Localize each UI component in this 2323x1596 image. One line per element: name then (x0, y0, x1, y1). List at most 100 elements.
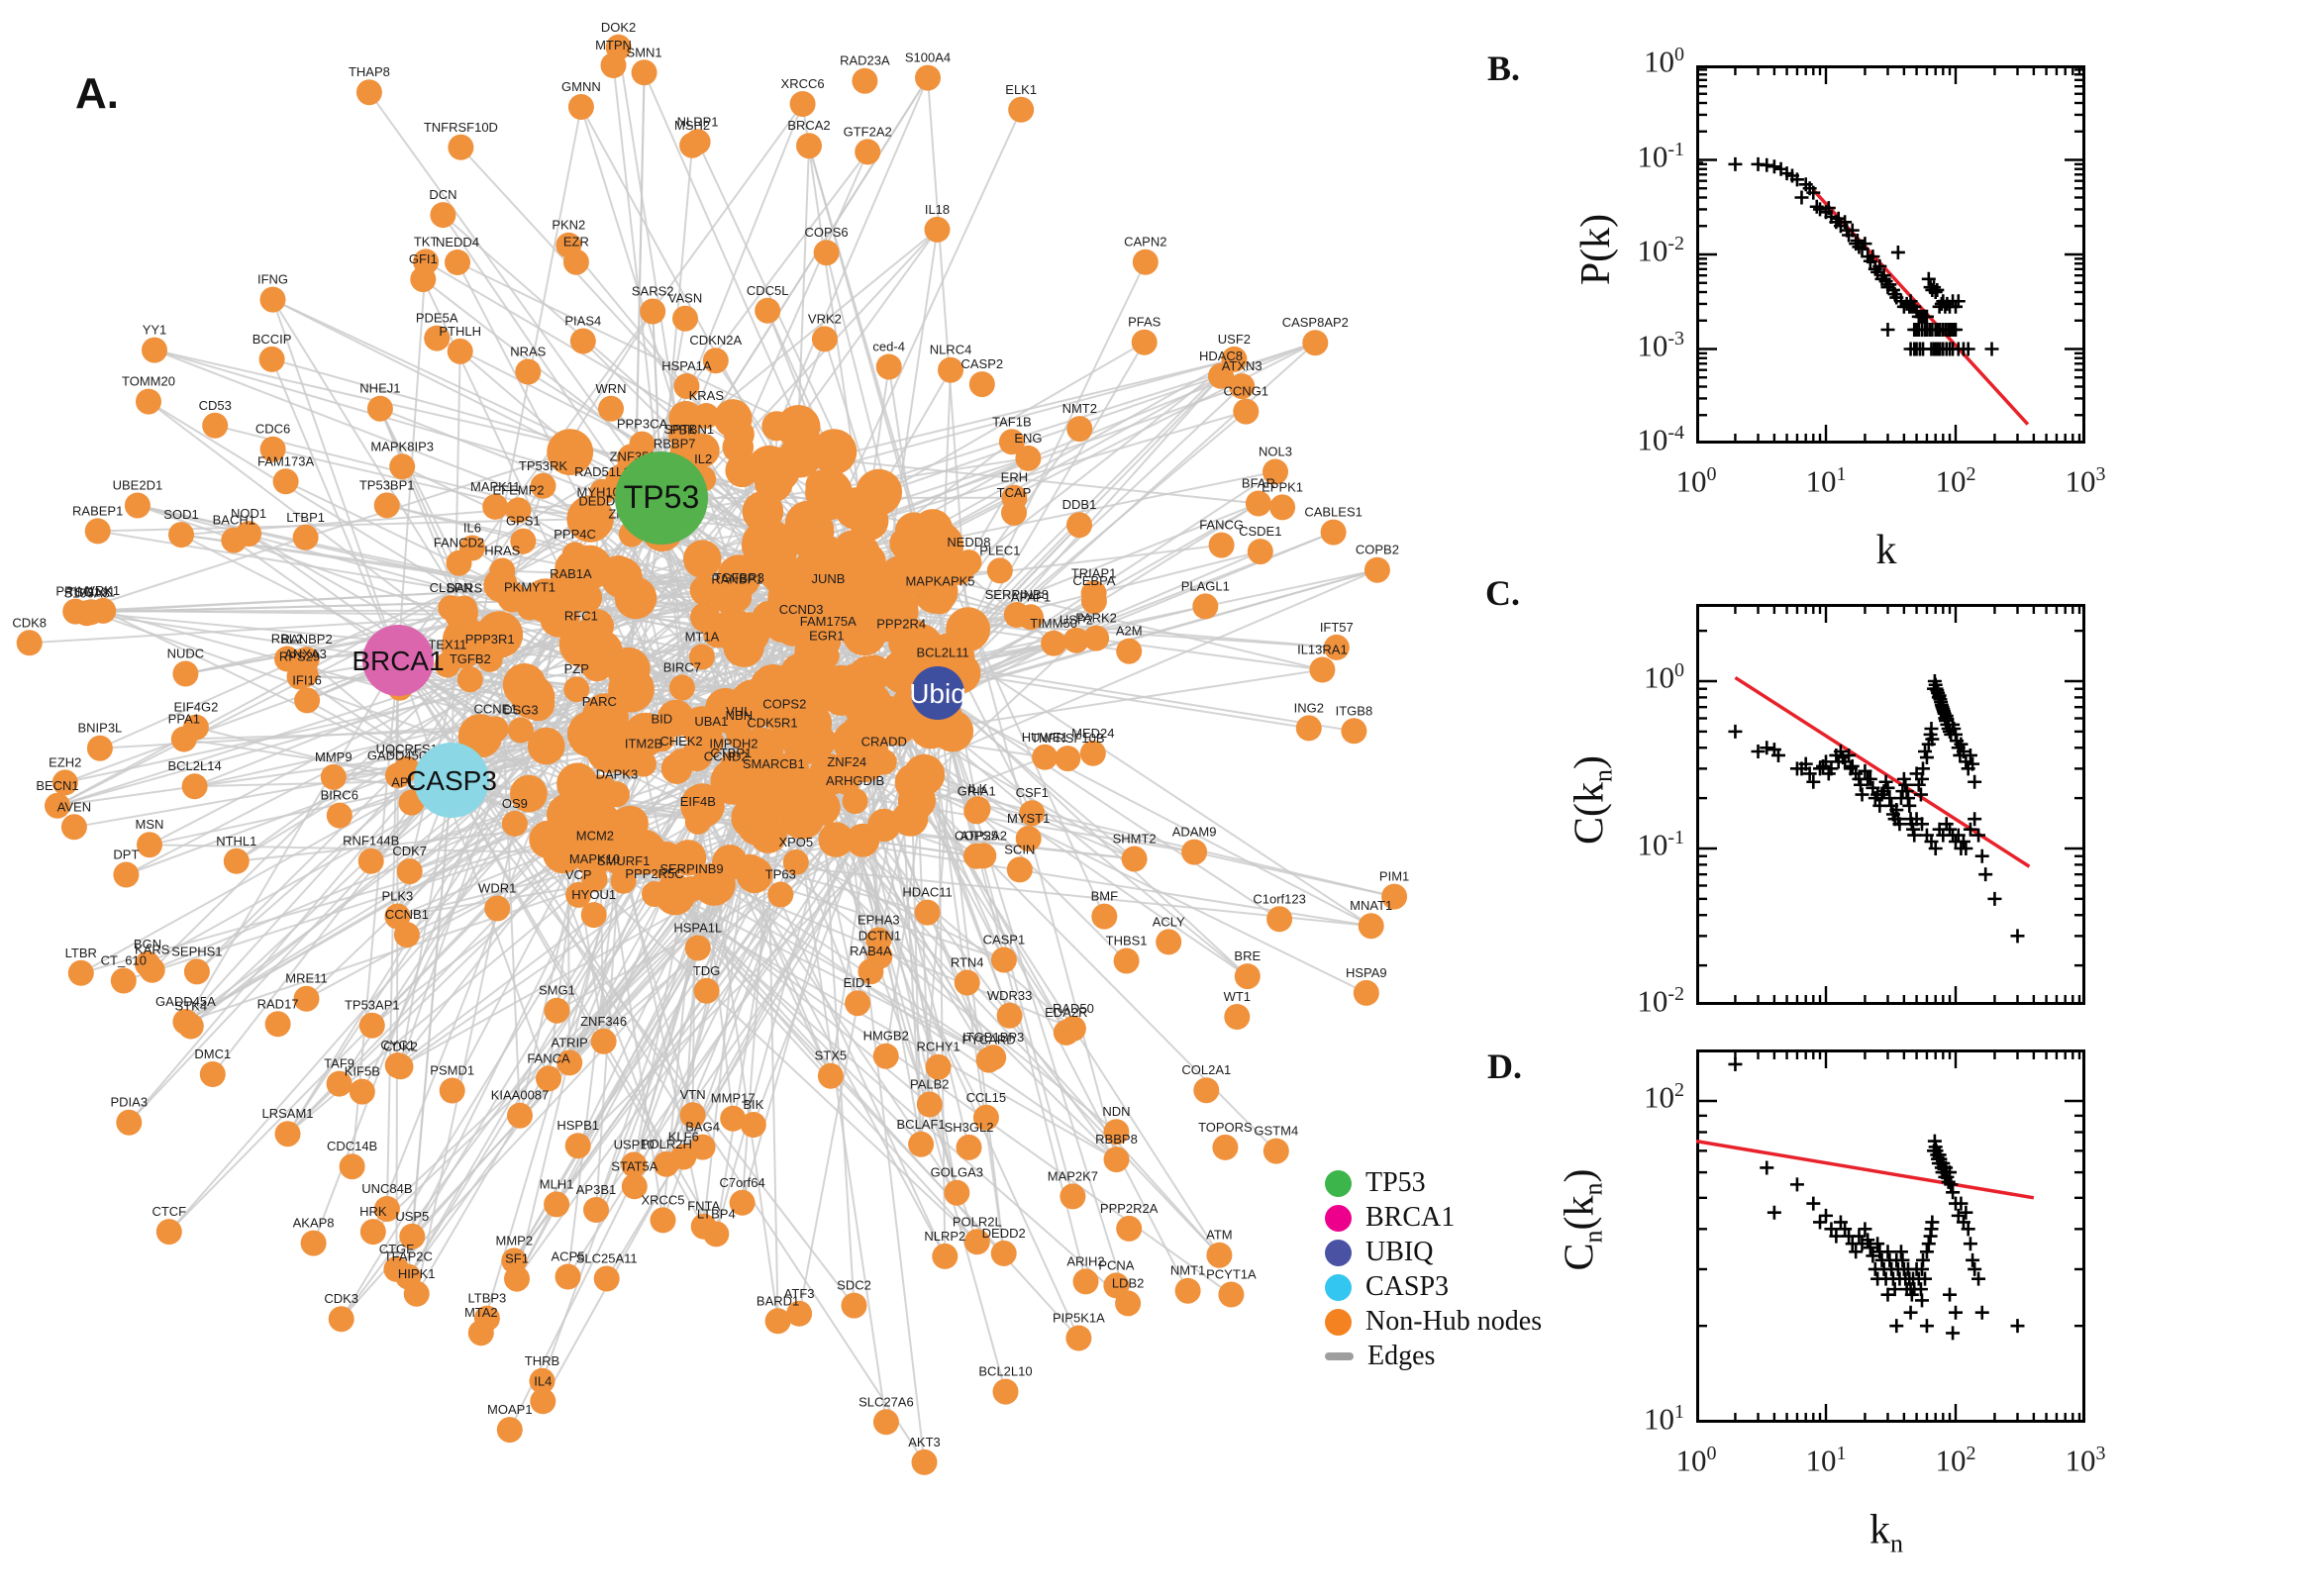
network-node-label: ELK1 (1005, 82, 1037, 97)
network-edge (399, 580, 567, 1067)
network-node-label: BCCIP (252, 332, 292, 347)
network-node-label: PCNA (1098, 1257, 1134, 1272)
network-node-label: NRAS (510, 345, 546, 359)
network-node (889, 527, 922, 559)
network-node (555, 1263, 581, 1290)
data-point (1918, 1271, 1933, 1286)
network-node (590, 1028, 617, 1054)
data-point (1946, 1185, 1961, 1200)
network-node (274, 1121, 301, 1147)
network-node-label: MRE11 (285, 971, 327, 986)
data-point (1760, 1160, 1774, 1175)
network-node-label: SLC27A6 (858, 1394, 914, 1409)
data-point (1880, 780, 1895, 795)
network-node-label: MMP2 (496, 1233, 534, 1247)
network-node-label: NDN (1102, 1104, 1130, 1119)
panel-d-label: D. (1487, 1047, 1522, 1086)
network-node-label: TNFRSF10B (1031, 731, 1104, 746)
node-swatch-icon (1325, 1273, 1352, 1301)
network-node (1208, 532, 1235, 558)
network-node-label: CDK8 (12, 615, 47, 630)
network-node-label: RAD23A (840, 53, 890, 68)
network-node-label: CASP2 (960, 356, 1003, 371)
d-y-axis-title-sub1: n (1578, 1230, 1608, 1244)
network-edge (547, 839, 978, 1244)
network-node-label: PKN2 (552, 218, 585, 233)
network-node (872, 1409, 899, 1436)
network-node (339, 1153, 365, 1180)
network-node-label: STX5 (815, 1048, 848, 1063)
network-node (439, 1077, 465, 1104)
data-point (1728, 156, 1743, 171)
x-tick-label: 100 (1675, 1443, 1717, 1478)
data-point (1789, 1177, 1804, 1192)
network-node (456, 666, 483, 693)
network-node (556, 232, 582, 258)
network-node (544, 997, 570, 1024)
network-node-label: VTN (680, 1087, 706, 1102)
network-node-label: HDAC11 (902, 885, 952, 900)
network-node (294, 687, 321, 714)
y-tick-label: 102 (1644, 1079, 1684, 1115)
network-node-label: IL2 (694, 451, 712, 466)
network-node-label: LRSAM1 (261, 1106, 313, 1121)
network-node (915, 64, 941, 91)
network-node (1019, 800, 1046, 827)
network-edge (935, 358, 1236, 592)
network-node (349, 1078, 375, 1105)
network-node-label: SF1 (505, 1251, 529, 1266)
network-node-label: CDC6 (255, 422, 290, 437)
data-point (1971, 828, 1986, 843)
network-node (135, 950, 160, 977)
data-point (1806, 185, 1821, 200)
d-x-axis-title: kn (1869, 1506, 1903, 1558)
network-node-label: ATXN3 (1222, 358, 1262, 373)
network-node-label: LTBP3 (468, 1291, 507, 1306)
network-node (1353, 979, 1379, 1006)
network-node (720, 750, 747, 777)
data-point (1913, 787, 1928, 802)
network-node (731, 797, 772, 839)
network-node (510, 528, 537, 554)
network-edge (579, 106, 692, 459)
network-node-label: CCNB1 (385, 907, 429, 922)
network-node (1116, 1215, 1143, 1242)
network-node-label: PPP2R2A (1100, 1201, 1159, 1216)
network-node (684, 808, 711, 835)
network-node (771, 711, 798, 738)
network-edge (737, 150, 869, 449)
network-node (589, 478, 616, 505)
network-node-label: PARK2 (1075, 611, 1117, 626)
y-tick-label: 10-2 (1637, 983, 1684, 1019)
network-node-label: LTBP4 (697, 1206, 736, 1221)
data-point (1956, 834, 1970, 848)
x-tick-label: 101 (1805, 1443, 1847, 1478)
network-node-label: SERPINB9 (659, 861, 723, 876)
data-point (1966, 1252, 1980, 1267)
network-node-label: RAD50 (1053, 1001, 1094, 1016)
network-node-label: BGN (134, 937, 161, 951)
network-node-label: THBS1 (1106, 934, 1148, 948)
network-node (841, 1292, 867, 1319)
network-node (259, 286, 286, 313)
network-node (1091, 903, 1118, 930)
network-node (399, 1223, 426, 1249)
network-node-label: PLEC1 (979, 543, 1020, 557)
network-node-label: C1orf123 (1253, 891, 1305, 906)
network-node-label: BRE (1234, 948, 1261, 963)
network-node-label: MAPK8IP3 (370, 439, 434, 453)
network-node-label: TP53AP1 (345, 998, 400, 1013)
network-node (779, 793, 826, 840)
network-node-label: VASN (668, 291, 702, 306)
network-node-label: C7orf64 (719, 1175, 764, 1190)
network-node (183, 958, 210, 985)
network-node-label: IMPDH2 (709, 736, 758, 750)
network-node (1001, 499, 1027, 526)
network-node (293, 985, 320, 1012)
network-node (424, 325, 451, 351)
network-node (610, 867, 637, 894)
network-node (725, 719, 752, 746)
network-node (683, 540, 722, 578)
data-point (1853, 777, 1868, 792)
data-point (1949, 1305, 1963, 1320)
